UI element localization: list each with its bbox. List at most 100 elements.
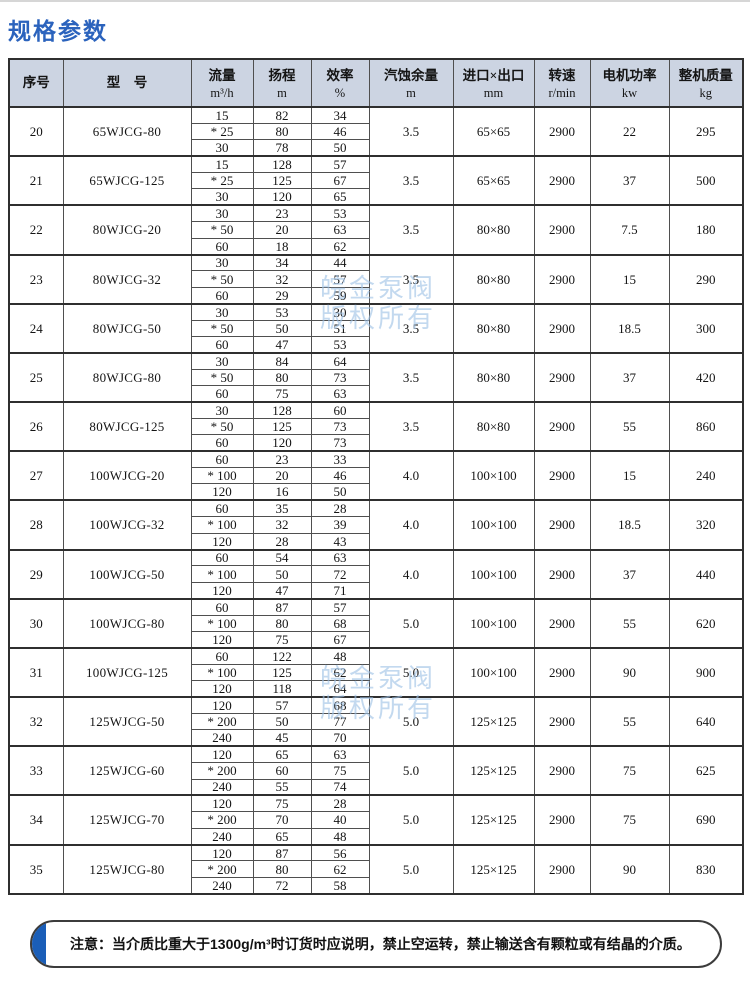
- efficiency-cell: 44: [310, 254, 370, 272]
- head-cell: 80: [252, 122, 312, 141]
- head-cell: 32: [252, 270, 312, 288]
- table-row-group: 25 80WJCG-80 30 84 64 3.5 80×80 2900 37 …: [8, 352, 744, 403]
- inlet-outlet-cell: 100×100: [452, 598, 535, 649]
- serial-cell: 34: [8, 794, 64, 846]
- npsh-cell: 4.0: [368, 499, 454, 551]
- model-cell: 125WJCG-50: [62, 696, 192, 747]
- serial-cell: 28: [8, 499, 64, 551]
- head-cell: 80: [252, 614, 312, 633]
- flow-cell: 240: [190, 778, 254, 796]
- head-cell: 47: [252, 581, 312, 600]
- table-row-group: 27 100WJCG-20 60 23 33 4.0 100×100 2900 …: [8, 450, 744, 501]
- serial-cell: 33: [8, 745, 64, 796]
- flow-cell: 15: [190, 155, 254, 174]
- flow-cell: * 200: [190, 860, 254, 878]
- table-row-group: 34 125WJCG-70 120 75 28 5.0 125×125 2900…: [8, 794, 744, 846]
- model-cell: 80WJCG-80: [62, 352, 192, 403]
- efficiency-cell: 46: [310, 122, 370, 141]
- head-cell: 18: [252, 237, 312, 256]
- table-row: 24 80WJCG-50 30 53 30 3.5 80×80 2900 18.…: [8, 303, 744, 354]
- flow-cell: * 100: [190, 516, 254, 534]
- efficiency-cell: 33: [310, 450, 370, 469]
- serial-cell: 23: [8, 254, 64, 305]
- model-cell: 125WJCG-80: [62, 844, 192, 895]
- model-cell: 100WJCG-80: [62, 598, 192, 649]
- speed-cell: 2900: [533, 155, 591, 206]
- speed-cell: 2900: [533, 598, 591, 649]
- efficiency-cell: 56: [310, 844, 370, 862]
- efficiency-cell: 63: [310, 221, 370, 239]
- speed-cell: 2900: [533, 204, 591, 256]
- motor-power-cell: 90: [589, 647, 670, 698]
- efficiency-cell: 43: [310, 532, 370, 551]
- flow-cell: 60: [190, 647, 254, 665]
- table-row: * 50 20 63: [9, 221, 743, 239]
- model-cell: 65WJCG-125: [62, 155, 192, 206]
- head-cell: 78: [252, 139, 312, 157]
- flow-cell: * 50: [190, 417, 254, 436]
- head-cell: 128: [252, 401, 312, 419]
- head-cell: 82: [252, 106, 312, 124]
- motor-power-cell: 37: [589, 155, 670, 206]
- inlet-outlet-cell: 125×125: [452, 745, 535, 796]
- npsh-cell: 3.5: [368, 303, 454, 354]
- flow-cell: 60: [190, 450, 254, 469]
- head-cell: 45: [252, 729, 312, 747]
- table-row: 31 100WJCG-125 60 122 48 5.0 100×100 290…: [8, 647, 744, 698]
- efficiency-cell: 77: [310, 712, 370, 731]
- inlet-outlet-cell: 125×125: [452, 696, 535, 747]
- flow-cell: * 25: [190, 122, 254, 141]
- serial-cell: 22: [8, 204, 64, 256]
- efficiency-cell: 68: [310, 614, 370, 633]
- inlet-outlet-cell: 80×80: [452, 204, 535, 256]
- weight-cell: 440: [668, 549, 744, 600]
- head-cell: 57: [252, 696, 312, 714]
- notice-blue-cap: [32, 922, 46, 966]
- speed-cell: 2900: [533, 696, 591, 747]
- head-cell: 29: [252, 286, 312, 305]
- inlet-outlet-cell: 80×80: [452, 352, 535, 403]
- flow-cell: 240: [190, 729, 254, 747]
- head-cell: 60: [252, 762, 312, 780]
- head-cell: 72: [252, 876, 312, 895]
- weight-cell: 320: [668, 499, 744, 551]
- npsh-cell: 4.0: [368, 450, 454, 501]
- table-row: 30 78 50: [9, 139, 743, 157]
- flow-cell: 120: [190, 532, 254, 551]
- table-row: 120 118 64: [9, 680, 743, 698]
- flow-cell: 30: [190, 352, 254, 370]
- npsh-cell: 5.0: [368, 647, 454, 698]
- efficiency-cell: 65: [310, 188, 370, 206]
- head-cell: 23: [252, 204, 312, 223]
- motor-power-cell: 55: [589, 598, 670, 649]
- inlet-outlet-cell: 125×125: [452, 794, 535, 846]
- head-cell: 55: [252, 778, 312, 796]
- head-cell: 32: [252, 516, 312, 534]
- weight-cell: 640: [668, 696, 744, 747]
- inlet-outlet-cell: 100×100: [452, 549, 535, 600]
- table-row-group: 29 100WJCG-50 60 54 63 4.0 100×100 2900 …: [8, 549, 744, 600]
- efficiency-cell: 74: [310, 778, 370, 796]
- efficiency-cell: 58: [310, 876, 370, 895]
- serial-cell: 35: [8, 844, 64, 895]
- motor-power-cell: 75: [589, 745, 670, 796]
- head-cell: 65: [252, 827, 312, 846]
- efficiency-cell: 60: [310, 401, 370, 419]
- weight-cell: 295: [668, 106, 744, 157]
- weight-cell: 830: [668, 844, 744, 895]
- head-cell: 47: [252, 335, 312, 354]
- head-cell: 128: [252, 155, 312, 174]
- inlet-outlet-cell: 80×80: [452, 401, 535, 452]
- table-row: 28 100WJCG-32 60 35 28 4.0 100×100 2900 …: [8, 499, 744, 551]
- flow-cell: 60: [190, 385, 254, 403]
- table-row-group: 22 80WJCG-20 30 23 53 3.5 80×80 2900 7.5…: [8, 204, 744, 256]
- flow-cell: 240: [190, 827, 254, 846]
- motor-power-cell: 15: [589, 450, 670, 501]
- flow-cell: * 50: [190, 221, 254, 239]
- head-cell: 20: [252, 221, 312, 239]
- efficiency-cell: 53: [310, 335, 370, 354]
- table-row: 30 120 65: [9, 188, 743, 206]
- flow-cell: 60: [190, 335, 254, 354]
- table-row: 20 65WJCG-80 15 82 34 3.5 65×65 2900 22 …: [8, 106, 744, 157]
- table-row: * 200 70 40: [9, 811, 743, 829]
